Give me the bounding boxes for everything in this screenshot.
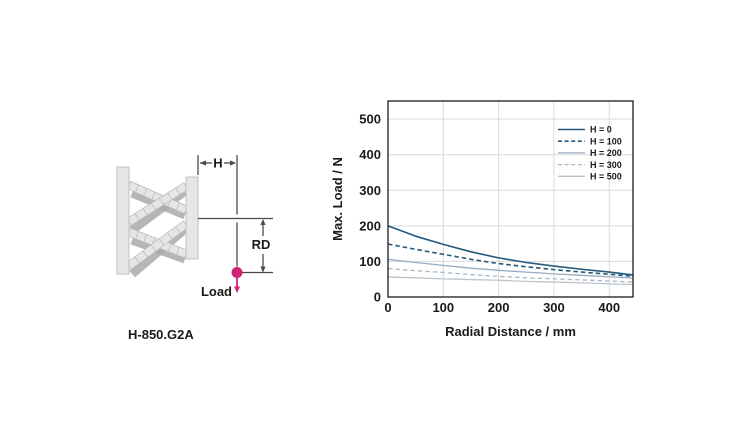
offset-lines	[198, 217, 273, 274]
legend-label: H = 500	[590, 172, 622, 182]
strut-segment-line	[142, 250, 148, 258]
strut-segment-line	[175, 202, 180, 211]
strut-segment-line	[175, 226, 181, 234]
strut-segment-line	[167, 232, 173, 240]
x-tick-label: 400	[598, 300, 620, 315]
series-line	[387, 225, 634, 276]
series-line	[387, 258, 634, 279]
strut-segment-line	[142, 208, 148, 216]
strut-segment-line	[167, 192, 173, 200]
dimension-rd: RD	[252, 219, 271, 273]
strut-segment-line	[176, 246, 180, 255]
strut-segment-line	[134, 256, 140, 264]
moving-plate	[185, 176, 199, 260]
hexapod-schematic: H RD Load H-850.G2A	[116, 155, 273, 342]
strut-segment-line	[150, 244, 157, 252]
strut-segment-line	[167, 243, 172, 252]
dim-h-label: H	[213, 156, 222, 171]
series-line	[387, 276, 634, 286]
load-chart: 0 100 200 300 400 0 100 200 300 400 500 Radial Dist…	[330, 100, 634, 339]
dimension-h: H	[197, 155, 238, 215]
y-tick-label: 100	[359, 254, 381, 269]
y-tick-label: 200	[359, 218, 381, 233]
dim-rd-label: RD	[252, 237, 271, 252]
model-label: H-850.G2A	[128, 327, 194, 342]
series-line	[387, 267, 634, 283]
y-tick-label: 300	[359, 183, 381, 198]
base-plate	[116, 166, 130, 275]
y-tick-label: 500	[359, 112, 381, 127]
x-tick-label: 300	[543, 300, 565, 315]
y-tick-label: 400	[359, 147, 381, 162]
strut-segment-line	[135, 184, 140, 193]
hexapod-struts	[126, 180, 189, 278]
x-axis-title: Radial Distance / mm	[445, 324, 576, 339]
plot-border	[387, 100, 634, 298]
strut-segment-line	[175, 187, 181, 195]
strut-segment-line	[150, 202, 156, 211]
strut-segment-line	[151, 191, 156, 200]
legend-label: H = 0	[590, 125, 612, 135]
x-tick-label: 0	[384, 300, 391, 315]
strut-segment-line	[134, 213, 140, 221]
strut-segment-line	[143, 234, 148, 243]
strut-segment-line	[159, 197, 165, 206]
load-label: Load	[201, 284, 232, 299]
legend-label: H = 300	[590, 160, 622, 170]
load-arrow-head	[234, 286, 240, 293]
y-tick-label: 0	[374, 290, 381, 305]
x-tick-label: 200	[488, 300, 510, 315]
legend-label: H = 200	[590, 148, 622, 158]
legend-label: H = 100	[590, 136, 622, 146]
strut-segment-line	[143, 188, 148, 196]
strut-segment-line	[158, 238, 165, 246]
strut-segment-line	[135, 231, 139, 240]
x-tick-label: 100	[432, 300, 454, 315]
y-axis-title: Max. Load / N	[330, 157, 345, 241]
load-point	[231, 267, 243, 278]
